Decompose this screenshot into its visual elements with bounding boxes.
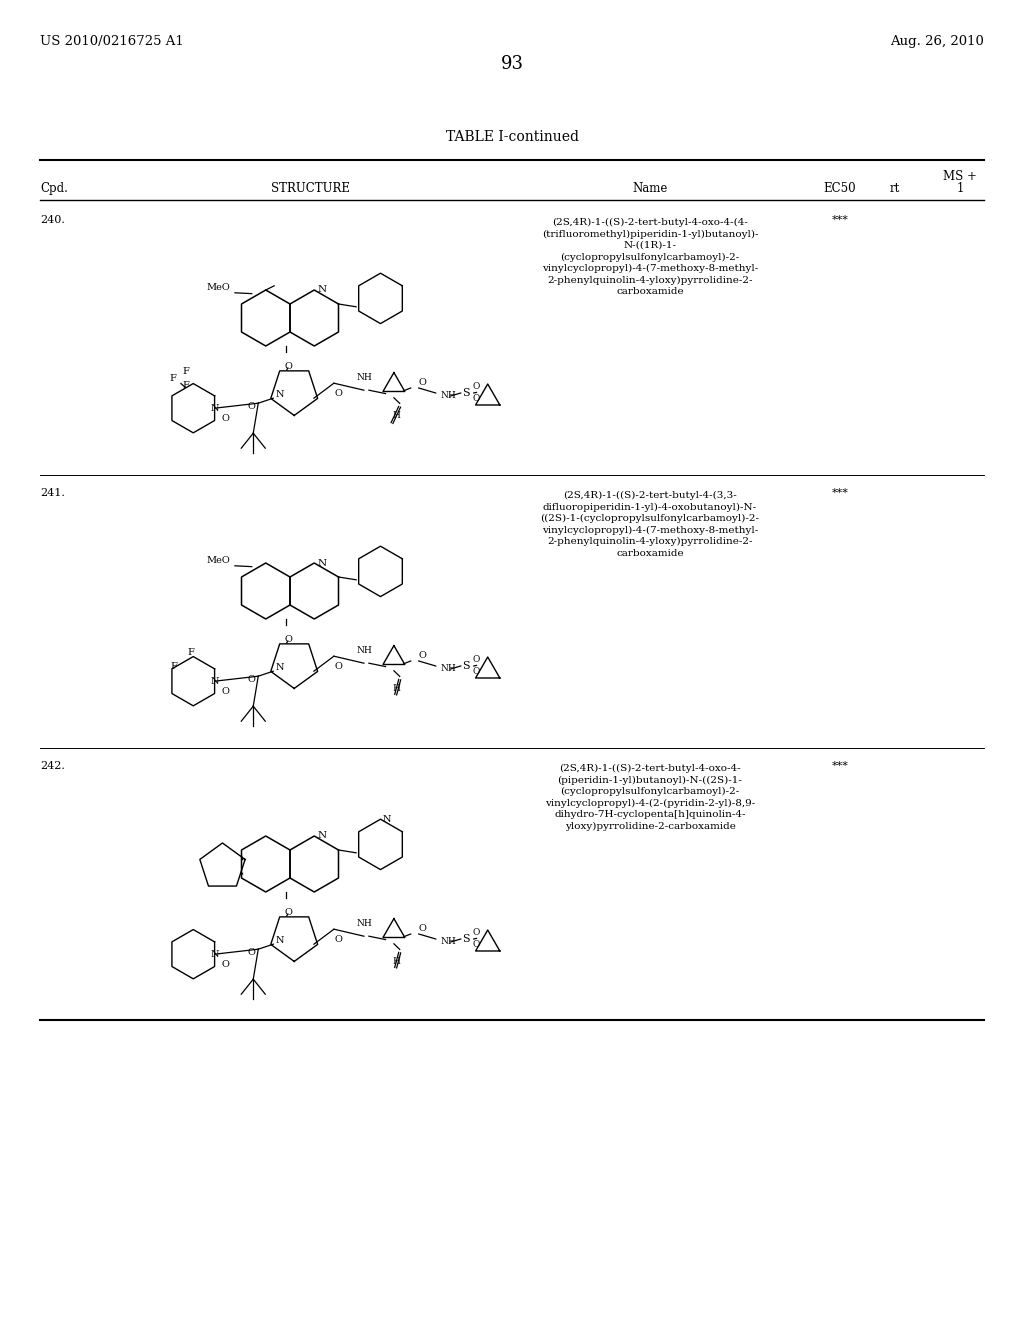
Text: O: O xyxy=(419,924,427,933)
Text: N: N xyxy=(317,558,327,568)
Text: vinylcyclopropyl)-4-(7-methoxy-8-methyl-: vinylcyclopropyl)-4-(7-methoxy-8-methyl- xyxy=(542,525,758,535)
Text: O: O xyxy=(248,948,255,957)
Text: NH: NH xyxy=(356,919,372,928)
Text: F: F xyxy=(187,648,195,657)
Text: H: H xyxy=(393,957,400,966)
Text: N: N xyxy=(317,832,327,841)
Text: carboxamide: carboxamide xyxy=(616,549,684,557)
Text: O: O xyxy=(285,908,293,917)
Text: 2-phenylquinolin-4-yloxy)pyrrolidine-2-: 2-phenylquinolin-4-yloxy)pyrrolidine-2- xyxy=(547,276,753,285)
Text: F: F xyxy=(170,661,177,671)
Text: MeO: MeO xyxy=(206,556,230,565)
Text: O: O xyxy=(285,635,293,644)
Text: S: S xyxy=(462,935,470,944)
Text: 93: 93 xyxy=(501,55,523,73)
Text: (cyclopropylsulfonylcarbamoyl)-2-: (cyclopropylsulfonylcarbamoyl)-2- xyxy=(560,787,739,796)
Text: EC50: EC50 xyxy=(823,182,856,195)
Text: (2S,4R)-1-((S)-2-tert-butyl-4-oxo-4-(4-: (2S,4R)-1-((S)-2-tert-butyl-4-oxo-4-(4- xyxy=(552,218,748,227)
Text: O: O xyxy=(419,652,427,660)
Text: (cyclopropylsulfonylcarbamoyl)-2-: (cyclopropylsulfonylcarbamoyl)-2- xyxy=(560,252,739,261)
Text: Name: Name xyxy=(632,182,668,195)
Text: NH: NH xyxy=(356,374,372,383)
Text: ((2S)-1-(cyclopropylsulfonylcarbamoyl)-2-: ((2S)-1-(cyclopropylsulfonylcarbamoyl)-2… xyxy=(541,513,760,523)
Text: O: O xyxy=(472,656,479,664)
Text: rt: rt xyxy=(890,182,900,195)
Text: S: S xyxy=(462,388,470,399)
Text: (2S,4R)-1-((S)-2-tert-butyl-4-oxo-4-: (2S,4R)-1-((S)-2-tert-butyl-4-oxo-4- xyxy=(559,764,740,774)
Text: N: N xyxy=(211,404,219,413)
Text: 2-phenylquinolin-4-yloxy)pyrrolidine-2-: 2-phenylquinolin-4-yloxy)pyrrolidine-2- xyxy=(547,537,753,546)
Text: NH: NH xyxy=(356,647,372,655)
Text: F: F xyxy=(182,367,189,376)
Text: NH: NH xyxy=(440,937,457,946)
Text: O: O xyxy=(419,379,427,388)
Text: O: O xyxy=(472,928,479,937)
Text: carboxamide: carboxamide xyxy=(616,286,684,296)
Text: vinylcyclopropyl)-4-(7-methoxy-8-methyl-: vinylcyclopropyl)-4-(7-methoxy-8-methyl- xyxy=(542,264,758,273)
Text: O: O xyxy=(472,395,479,404)
Text: NH: NH xyxy=(440,392,457,400)
Text: MeO: MeO xyxy=(206,284,230,292)
Text: S: S xyxy=(462,661,470,671)
Text: Cpd.: Cpd. xyxy=(40,182,68,195)
Text: O: O xyxy=(472,383,479,392)
Text: O: O xyxy=(285,362,293,371)
Text: O: O xyxy=(335,935,343,944)
Text: O: O xyxy=(248,675,255,684)
Text: N: N xyxy=(211,677,219,685)
Text: 242.: 242. xyxy=(40,762,65,771)
Text: H: H xyxy=(393,412,400,420)
Text: N: N xyxy=(211,949,219,958)
Text: (piperidin-1-yl)butanoyl)-N-((2S)-1-: (piperidin-1-yl)butanoyl)-N-((2S)-1- xyxy=(557,776,742,784)
Text: O: O xyxy=(221,960,229,969)
Text: (trifluoromethyl)piperidin-1-yl)butanoyl)-: (trifluoromethyl)piperidin-1-yl)butanoyl… xyxy=(542,230,758,239)
Text: N: N xyxy=(317,285,327,294)
Text: O: O xyxy=(472,940,479,949)
Text: N: N xyxy=(383,814,391,824)
Text: dihydro-7H-cyclopenta[h]quinolin-4-: dihydro-7H-cyclopenta[h]quinolin-4- xyxy=(554,810,745,818)
Text: 1: 1 xyxy=(956,182,964,195)
Text: ***: *** xyxy=(831,762,849,771)
Text: O: O xyxy=(335,661,343,671)
Text: O: O xyxy=(248,401,255,411)
Text: 241.: 241. xyxy=(40,488,65,498)
Text: F: F xyxy=(170,374,176,383)
Text: yloxy)pyrrolidine-2-carboxamide: yloxy)pyrrolidine-2-carboxamide xyxy=(564,821,735,830)
Text: N: N xyxy=(275,936,284,945)
Text: O: O xyxy=(221,686,229,696)
Text: O: O xyxy=(221,413,229,422)
Text: N: N xyxy=(275,663,284,672)
Text: Aug. 26, 2010: Aug. 26, 2010 xyxy=(890,36,984,48)
Text: MS +: MS + xyxy=(943,170,977,183)
Text: difluoropiperidin-1-yl)-4-oxobutanoyl)-N-: difluoropiperidin-1-yl)-4-oxobutanoyl)-N… xyxy=(543,503,757,512)
Text: N-((1R)-1-: N-((1R)-1- xyxy=(624,242,677,249)
Text: ***: *** xyxy=(831,215,849,224)
Text: (2S,4R)-1-((S)-2-tert-butyl-4-(3,3-: (2S,4R)-1-((S)-2-tert-butyl-4-(3,3- xyxy=(563,491,737,500)
Text: O: O xyxy=(472,668,479,676)
Text: US 2010/0216725 A1: US 2010/0216725 A1 xyxy=(40,36,183,48)
Text: H: H xyxy=(393,684,400,693)
Text: F: F xyxy=(182,381,189,389)
Text: ***: *** xyxy=(831,488,849,498)
Text: vinylcyclopropyl)-4-(2-(pyridin-2-yl)-8,9-: vinylcyclopropyl)-4-(2-(pyridin-2-yl)-8,… xyxy=(545,799,755,808)
Text: N: N xyxy=(275,389,284,399)
Text: O: O xyxy=(335,388,343,397)
Text: NH: NH xyxy=(440,664,457,673)
Text: TABLE I-continued: TABLE I-continued xyxy=(445,129,579,144)
Text: STRUCTURE: STRUCTURE xyxy=(270,182,349,195)
Text: 240.: 240. xyxy=(40,215,65,224)
